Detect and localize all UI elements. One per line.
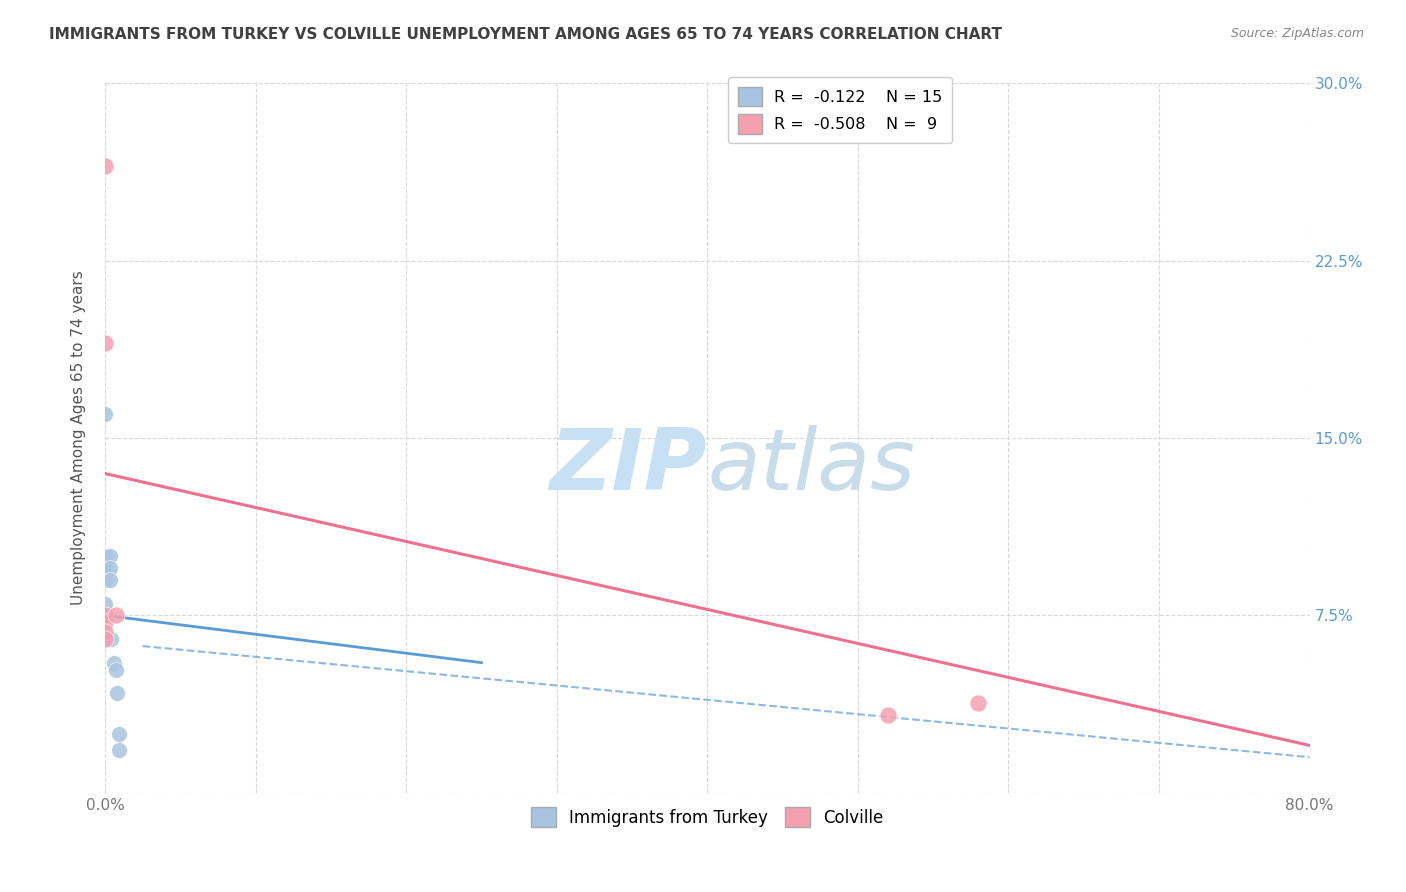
Point [94, 408, 117, 422]
Text: atlas: atlas [707, 425, 915, 508]
Text: IMMIGRANTS FROM TURKEY VS COLVILLE UNEMPLOYMENT AMONG AGES 65 TO 74 YEARS CORREL: IMMIGRANTS FROM TURKEY VS COLVILLE UNEMP… [49, 27, 1002, 42]
Text: ZIP: ZIP [550, 425, 707, 508]
Point [98, 549, 121, 564]
Point [98, 561, 121, 575]
Point [94, 608, 117, 623]
Point [94, 632, 117, 646]
Point [103, 656, 125, 670]
Point [94, 597, 117, 611]
Point [94, 573, 117, 587]
Point [94, 608, 117, 623]
Point [94, 336, 117, 351]
Point [104, 608, 127, 623]
Point [104, 663, 127, 677]
Point [967, 696, 990, 710]
Legend: Immigrants from Turkey, Colville: Immigrants from Turkey, Colville [524, 800, 890, 834]
Point [94, 624, 117, 639]
Point [107, 743, 129, 757]
Point [98, 573, 121, 587]
Point [94, 159, 117, 173]
Point [105, 686, 128, 700]
Text: Source: ZipAtlas.com: Source: ZipAtlas.com [1230, 27, 1364, 40]
Point [107, 726, 129, 740]
Y-axis label: Unemployment Among Ages 65 to 74 years: Unemployment Among Ages 65 to 74 years [72, 270, 86, 606]
Point [877, 707, 900, 722]
Point [94, 615, 117, 630]
Point [94, 561, 117, 575]
Point [94, 549, 117, 564]
Point [100, 632, 122, 646]
